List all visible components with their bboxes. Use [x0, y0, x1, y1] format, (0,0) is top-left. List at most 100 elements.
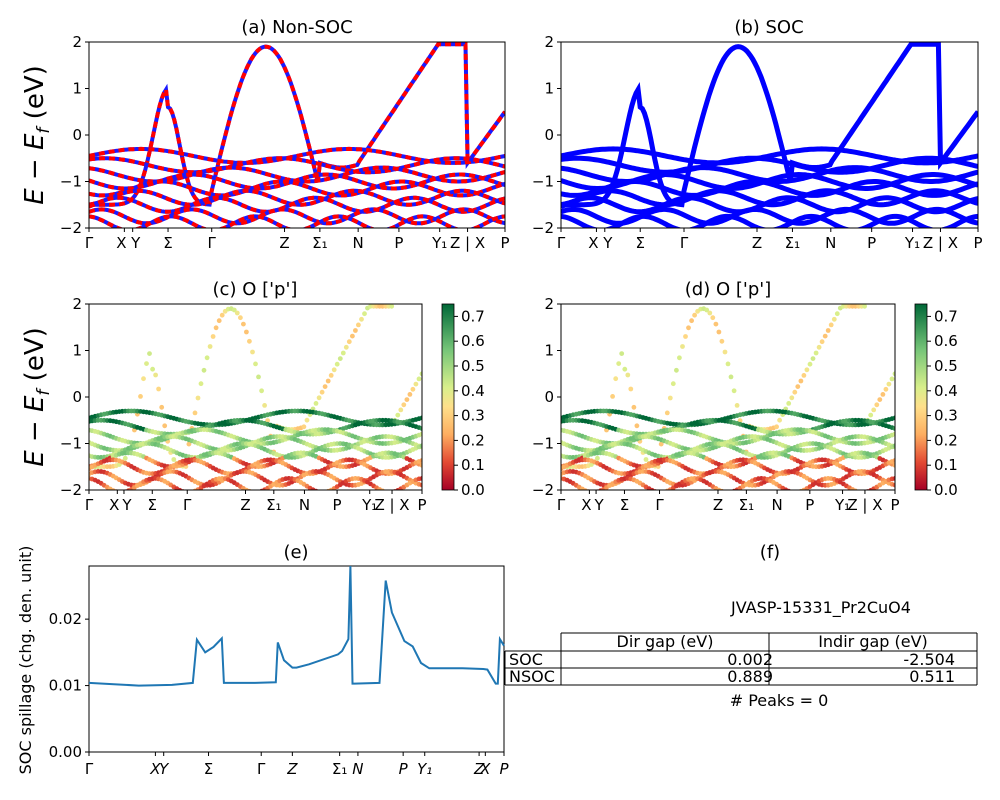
xtick-label: Z | X: [374, 496, 409, 514]
projection-point: [725, 361, 731, 367]
ytick-label: 2: [544, 295, 554, 313]
projection-point: [419, 443, 422, 449]
projection-point: [340, 350, 346, 356]
projection-point: [110, 488, 116, 490]
ytick-label: 2: [72, 295, 82, 313]
xtick-label: Z | X: [450, 234, 485, 252]
projection-point: [343, 344, 349, 350]
ytick-label: 0: [72, 388, 82, 406]
ytick-label: 1: [72, 80, 82, 98]
panel-a-xticks: Γ X Y Σ Γ Z Σ₁ N P Y₁ Z | X P: [85, 228, 510, 252]
xtick-label: X: [479, 760, 491, 778]
projection-point: [159, 404, 165, 410]
panel-a-title: (a) Non-SOC: [241, 17, 352, 38]
projection-point: [150, 366, 156, 372]
xtick-label: N: [352, 760, 363, 778]
xtick-label: Z: [279, 234, 289, 252]
colorbar-tick-label: 0.2: [934, 431, 958, 449]
xtick-label: Y: [602, 234, 613, 252]
projection-point: [677, 355, 682, 361]
xtick-label: Z: [752, 234, 762, 252]
projection-point: [389, 304, 395, 309]
projection-point: [686, 325, 691, 331]
projection-point: [807, 361, 813, 367]
projection-point: [674, 367, 679, 373]
xtick-label: Σ: [620, 496, 629, 514]
projection-point: [350, 333, 355, 339]
xtick-label: P: [890, 496, 899, 514]
projection-point: [850, 487, 855, 490]
projection-point: [892, 482, 895, 488]
band-line-soc: [561, 213, 978, 228]
projection-point: [816, 344, 822, 350]
panel-c-scatter: [89, 304, 422, 490]
panel-b-xticks: Γ X Y Σ Γ Z Σ₁ N P Y₁ Z | X P: [557, 228, 983, 252]
projection-point: [794, 489, 796, 490]
panel-c-yticks: 2 1 0 −1 −2: [60, 295, 89, 499]
projection-point: [353, 328, 358, 333]
projection-point: [789, 395, 795, 401]
projection-point: [256, 374, 261, 380]
projection-point: [313, 488, 319, 490]
projection-point: [419, 482, 422, 488]
projection-point: [801, 373, 807, 378]
xtick-label: Z: [713, 496, 723, 514]
xtick-label: X: [116, 234, 126, 252]
projection-point: [244, 487, 249, 490]
projection-point: [216, 318, 222, 324]
projection-point: [631, 404, 637, 410]
projection-point: [871, 407, 877, 413]
xtick-label: Y₁: [834, 496, 850, 514]
panel-d-yticks: 2 1 0 −1 −2: [532, 295, 561, 499]
xtick-label: Y: [159, 760, 170, 778]
projection-point: [419, 371, 422, 377]
projection-point: [716, 329, 722, 335]
projection-point: [265, 418, 270, 423]
projection-point: [610, 394, 615, 399]
xtick-label: Z: [240, 496, 250, 514]
projection-point: [634, 423, 640, 429]
projection-point: [356, 322, 361, 328]
projection-point: [892, 443, 895, 449]
xtick-label: Γ: [208, 234, 217, 252]
band-line-nsoc: [89, 179, 505, 198]
band-line-nsoc: [89, 188, 505, 207]
projection-point: [304, 417, 310, 423]
table-header-indir: Indir gap (eV): [818, 632, 928, 651]
xtick-label: Σ₁: [739, 496, 755, 514]
projection-point: [692, 312, 697, 318]
xtick-label: N: [299, 496, 310, 514]
projection-point: [316, 395, 322, 401]
ytick-label: −1: [60, 435, 82, 453]
projection-point: [410, 386, 416, 392]
table-row-label-soc: SOC: [509, 650, 543, 669]
colorbar-tick-label: 0.1: [461, 456, 485, 474]
panel-a: (a) Non-SOC 2 1 0 −1 −2 Γ X Y Σ Γ Z Σ₁ N P Y₁ Z | X P: [60, 17, 510, 252]
xtick-label: X: [588, 234, 598, 252]
ytick-label: −1: [532, 173, 554, 191]
xtick-label: Y₁: [361, 496, 377, 514]
projection-point: [892, 426, 895, 431]
projection-point: [728, 374, 734, 380]
panel-b: (b) SOC 2 1 0 −1 −2 Γ X Y Σ Γ Z Σ₁ N P Y₁ Z | X P: [532, 17, 983, 252]
band-line-nsoc: [89, 214, 505, 228]
projection-point: [889, 376, 895, 382]
xtick-label: P: [973, 234, 982, 252]
projection-point: [395, 412, 401, 418]
projection-point: [321, 489, 323, 490]
xtick-label: Y₁: [417, 760, 432, 778]
projection-point: [141, 376, 146, 382]
projection-point: [649, 487, 655, 490]
xtick-label: X: [149, 760, 161, 778]
projection-point: [241, 321, 246, 327]
projection-point: [416, 376, 422, 382]
xtick-label: Σ: [148, 496, 157, 514]
colorbar-tick-label: 0.3: [934, 407, 958, 425]
projection-point: [254, 489, 257, 490]
projection-point: [689, 318, 694, 324]
table-row-label-nsoc: NSOC: [509, 667, 555, 686]
